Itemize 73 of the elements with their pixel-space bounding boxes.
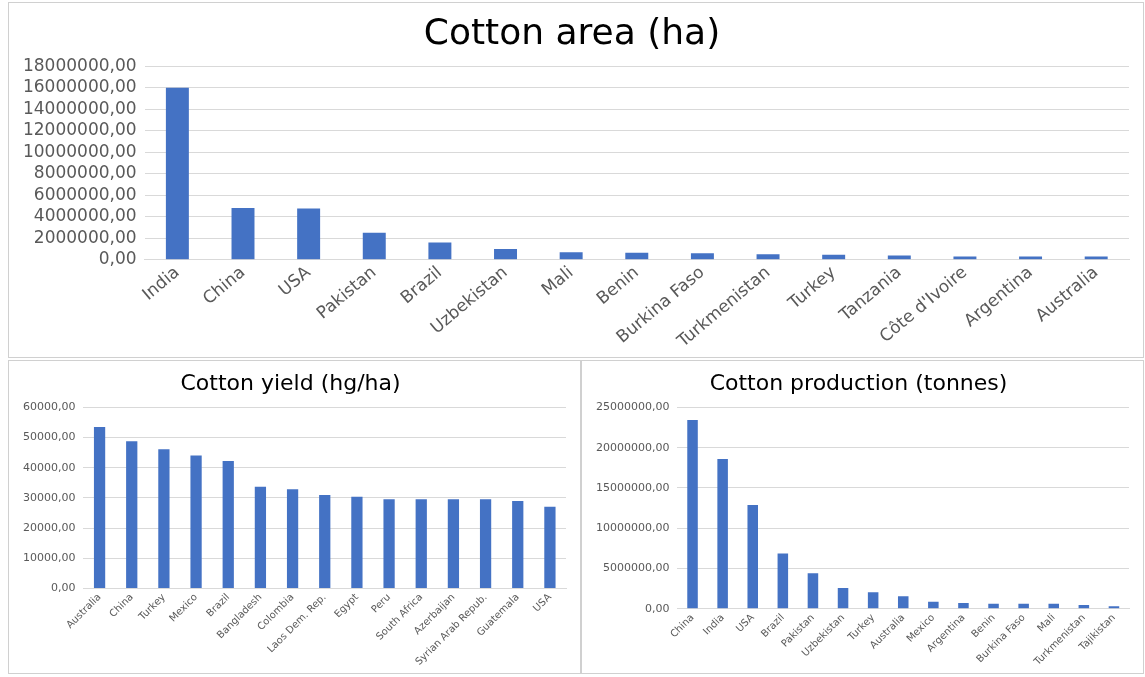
y-tick-label: 20000,00: [22, 520, 76, 534]
y-tick-label: 16000000,00: [22, 76, 137, 97]
bar: [254, 486, 267, 588]
y-tick-label: 18000000,00: [22, 54, 137, 75]
y-tick-label: 60000,00: [22, 400, 76, 414]
bar: [928, 601, 939, 609]
bar: [690, 253, 714, 260]
y-tick-label: 50000,00: [22, 430, 76, 444]
bar: [777, 553, 789, 609]
y-tick-label: 10000000,00: [22, 140, 137, 161]
bar: [297, 208, 321, 260]
bar: [158, 449, 170, 588]
bar: [747, 504, 758, 609]
bar: [837, 588, 849, 609]
y-tick-label: 0,00: [98, 248, 137, 269]
y-tick-label: 20000000,00: [596, 440, 670, 454]
bar: [319, 494, 331, 588]
bar: [953, 256, 977, 260]
y-tick-label: 0,00: [50, 581, 76, 595]
y-tick-label: 15000000,00: [596, 480, 670, 494]
bar: [190, 455, 202, 588]
x-tick-label: USA: [733, 611, 757, 634]
x-tick-label: USA: [530, 591, 554, 614]
bar: [383, 499, 395, 588]
y-tick-label: 5000000,00: [603, 561, 670, 575]
bar: [222, 461, 234, 588]
y-tick-label: 2000000,00: [33, 226, 137, 247]
bar: [559, 252, 583, 260]
chart-title: Cotton area (ha): [423, 10, 721, 52]
bar: [362, 232, 386, 260]
bar: [897, 596, 909, 609]
bar: [126, 441, 138, 588]
bar: [479, 499, 492, 588]
bar: [544, 506, 556, 588]
bar: [93, 427, 106, 588]
y-tick-label: 40000,00: [22, 460, 76, 474]
y-tick-label: 6000000,00: [33, 183, 137, 204]
y-tick-label: 12000000,00: [22, 119, 137, 140]
bar: [512, 500, 524, 588]
bar: [1108, 606, 1120, 609]
y-tick-label: 8000000,00: [33, 162, 137, 183]
bar: [165, 87, 189, 260]
bar: [428, 242, 452, 260]
bar: [887, 255, 911, 260]
y-tick-label: 4000000,00: [33, 205, 137, 226]
bar: [717, 458, 728, 609]
bar: [822, 254, 846, 260]
bar: [1084, 256, 1108, 260]
bar: [625, 252, 649, 260]
bar: [867, 592, 879, 609]
bar: [1048, 603, 1060, 609]
bar: [494, 248, 518, 260]
y-tick-label: 10000,00: [22, 551, 76, 565]
bar: [1018, 603, 1029, 609]
bar: [351, 496, 363, 588]
bar: [958, 603, 969, 609]
bar: [687, 419, 698, 609]
y-tick-label: 14000000,00: [22, 97, 137, 118]
bar: [988, 603, 999, 609]
bar: [807, 573, 819, 609]
bar: [231, 208, 255, 260]
y-tick-label: 30000,00: [22, 490, 76, 504]
bar: [756, 254, 780, 260]
chart-title: Cotton production (tonnes): [709, 369, 1008, 395]
chart-title: Cotton yield (hg/ha): [180, 369, 401, 395]
y-tick-label: 10000000,00: [596, 521, 670, 535]
bar: [415, 499, 427, 588]
y-tick-label: 0,00: [644, 601, 670, 615]
bar: [1019, 256, 1043, 260]
y-tick-label: 25000000,00: [596, 400, 670, 414]
x-tick-label: USA: [274, 261, 315, 300]
bar: [447, 499, 460, 588]
bar: [286, 489, 299, 588]
